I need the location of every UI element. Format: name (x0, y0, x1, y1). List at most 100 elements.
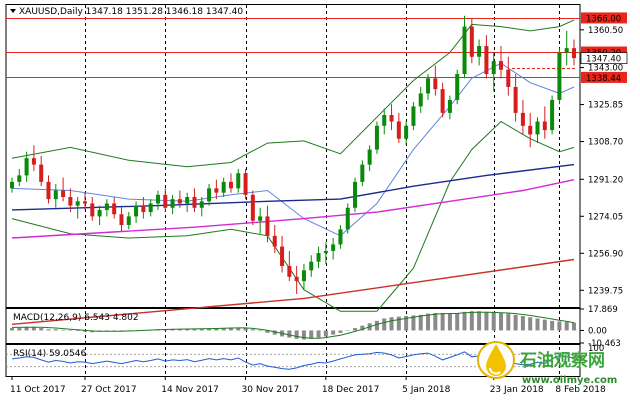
candle (287, 250, 292, 282)
candle (90, 196, 95, 221)
candle (513, 74, 518, 122)
macd-bar (338, 330, 343, 333)
rsi-label: RSI(14) 59.0546 (13, 349, 86, 359)
candle (148, 199, 153, 217)
candle (53, 184, 58, 208)
macd-bar (484, 311, 489, 331)
y-tick-label: 1256.90 (588, 249, 623, 259)
candle (258, 207, 263, 234)
watermark-url: www.oilmye.com (522, 375, 617, 386)
candle (280, 235, 285, 273)
candle (396, 112, 401, 144)
candle (228, 173, 233, 193)
dropdown-triangle-icon[interactable] (10, 9, 16, 13)
macd-bar (331, 330, 336, 335)
macd-label: MACD(12,26,9) 6.543 4.802 (13, 313, 139, 323)
macd-panel-frame (5, 308, 581, 344)
macd-bar (389, 317, 394, 331)
macd-bar (265, 330, 270, 333)
candle (207, 184, 212, 206)
candle (491, 52, 496, 92)
candle (542, 106, 547, 139)
macd-tick-label: 17.869 (588, 305, 618, 315)
candle (24, 151, 29, 182)
candle (214, 179, 219, 200)
macd-bar (455, 313, 460, 331)
y-tick-label: 1274.05 (588, 212, 623, 222)
macd-bar (17, 328, 22, 331)
macd-bar (418, 314, 423, 331)
candle (9, 177, 15, 193)
x-tick-label: 18 Dec 2017 (322, 385, 380, 395)
candle (221, 177, 226, 197)
macd-bar (39, 328, 44, 331)
y-tick-label: 1308.70 (588, 138, 623, 148)
x-tick-label: 11 Oct 2017 (10, 385, 66, 395)
x-tick-label: 23 Jan 2018 (490, 385, 544, 395)
price-overlays (6, 18, 580, 325)
macd-bar (53, 329, 58, 331)
macd-bar (520, 316, 525, 331)
macd-bar (272, 330, 277, 335)
y-tick-label: 1360.50 (588, 26, 623, 36)
oil-drop-logo (477, 341, 515, 379)
watermark-chinese: 石油观察网 (519, 350, 605, 371)
candle (250, 190, 255, 226)
candle (316, 246, 321, 269)
macd-bar (61, 329, 66, 331)
macd-bar (31, 326, 36, 331)
candle (520, 99, 525, 135)
macd-bar (353, 328, 358, 331)
candle (564, 30, 569, 66)
candle (506, 56, 511, 96)
candle (499, 45, 504, 79)
macd-bar (469, 311, 474, 331)
candle (331, 237, 336, 260)
price-tag-label: 1366.00 (586, 14, 621, 24)
y-tick-label: 1343.00 (588, 64, 623, 74)
candle (462, 15, 467, 79)
x-tick-label: 14 Nov 2017 (161, 385, 219, 395)
macd-bar (571, 322, 577, 331)
macd-bar (535, 318, 540, 331)
macd-bar (404, 316, 409, 331)
macd-bar (550, 320, 555, 331)
price-tag-label: 1338.44 (586, 74, 621, 84)
overlay-bollinger-upper (11, 19, 575, 168)
candle (360, 160, 365, 187)
x-tick-label: 30 Nov 2017 (242, 385, 300, 395)
candle (199, 196, 204, 217)
candle (119, 205, 124, 232)
candle (134, 201, 139, 223)
candle (440, 82, 445, 118)
candle (550, 95, 555, 135)
macd-bar (294, 330, 299, 339)
candle (272, 225, 277, 254)
macd-bar (192, 328, 197, 331)
macd-panel: 17.869 0.00 -10.463 (9, 305, 621, 349)
macd-bar (46, 329, 51, 331)
macd-bar (316, 330, 321, 338)
overlay-ma-magenta (11, 179, 575, 239)
macd-bar (309, 330, 314, 339)
candle (418, 86, 423, 113)
candle (301, 263, 306, 290)
macd-bar (447, 313, 452, 331)
candle (309, 255, 314, 277)
candle (426, 74, 431, 100)
candle (367, 145, 372, 172)
macd-bar (228, 327, 233, 331)
macd-bar (491, 312, 496, 331)
macd-tick-label: 0.00 (588, 326, 607, 336)
macd-bar (185, 329, 190, 331)
rsi-tick-label: 100 (588, 344, 604, 354)
candle (46, 175, 51, 204)
candle (17, 168, 22, 187)
candle (353, 177, 358, 213)
candle (141, 196, 146, 219)
candle (61, 177, 66, 202)
macd-bar (177, 329, 182, 331)
candle (382, 108, 387, 135)
macd-bar (528, 317, 533, 331)
price-tag-label: 1347.40 (586, 55, 621, 65)
